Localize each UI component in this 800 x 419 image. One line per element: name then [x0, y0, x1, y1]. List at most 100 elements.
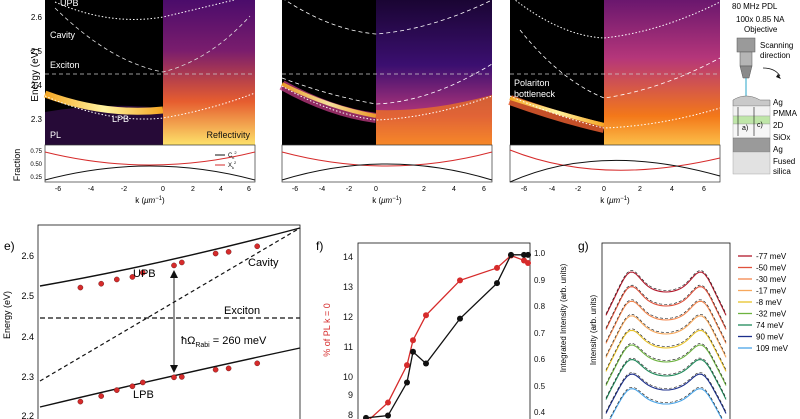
- intensity-point: [494, 280, 500, 287]
- y-tick: 2.6: [21, 251, 34, 261]
- data-point: [254, 243, 261, 250]
- scan-label-2: direction: [760, 51, 790, 60]
- y-tick: 2.6: [31, 13, 43, 22]
- layer-pmma: [732, 105, 771, 117]
- spectrum-curve: [605, 300, 727, 344]
- legend-label: -8 meV: [756, 298, 782, 307]
- bottleneck-label: Polariton: [514, 78, 550, 88]
- spectrum-fit: [605, 284, 727, 329]
- spectrum-curve: [605, 286, 727, 330]
- a-label: a): [742, 125, 748, 132]
- cavity-line: [284, 0, 493, 35]
- data-point: [171, 262, 177, 269]
- reflectivity-image: [163, 0, 255, 145]
- y-tick-right: 1.0: [534, 249, 546, 258]
- y-tick: 8: [348, 410, 353, 419]
- cavity-line: [519, 29, 721, 99]
- e-data-points: [77, 243, 261, 405]
- reflectivity-image: [604, 0, 720, 145]
- pl-fraction-point: [494, 264, 500, 271]
- top-panel-1: Energy (eV) 2.6 2.5 2.4 2.3 UPB Cavity E…: [12, 0, 256, 205]
- spectrum-fit: [605, 299, 727, 343]
- pl-fraction-line: [368, 254, 529, 419]
- lpb-emission: [43, 90, 164, 115]
- c-label: c): [757, 122, 763, 129]
- photon-fraction-curve: [44, 165, 256, 181]
- fraction-frame: [44, 144, 256, 183]
- intensity-line: [365, 254, 528, 419]
- fraction-axis-label: Fraction: [12, 149, 22, 182]
- y-tick-right: 0.4: [534, 408, 546, 417]
- upb-label: UPB: [133, 268, 156, 280]
- rabi-label: ħΩRabi = 260 meV: [181, 335, 267, 349]
- panel-e: e) Energy (eV) 2.6 2.5 2.4 2.3 2.2 UPB C…: [2, 224, 301, 419]
- x-tick: 2: [422, 186, 426, 193]
- y-tick: 11: [344, 342, 353, 352]
- k-axis-label: k (μm−1): [600, 196, 630, 205]
- layer-2d: [732, 115, 771, 125]
- y-tick: 14: [343, 252, 353, 262]
- spectrum-fit: [605, 328, 727, 371]
- y-tick-right: 0.8: [534, 302, 546, 311]
- energy-axis-label: Energy (eV): [30, 48, 41, 101]
- x-tick: -4: [88, 186, 94, 193]
- pl-image: [282, 0, 376, 145]
- data-point: [114, 387, 120, 393]
- y-tick: 2.5: [31, 47, 43, 56]
- x-tick: 6: [702, 186, 706, 193]
- lpb-curve: [39, 347, 301, 408]
- layer-label: SiOx: [773, 133, 790, 142]
- x-tick: -6: [521, 186, 527, 193]
- upb-curve: [39, 227, 301, 287]
- spectrum-curve: [605, 271, 727, 316]
- data-point: [129, 383, 136, 390]
- intensity-point: [457, 315, 463, 322]
- y-tick: 2.4: [21, 332, 34, 342]
- intensity-point: [385, 412, 391, 419]
- energy-axis-label: Energy (eV): [2, 291, 12, 339]
- panel-g: g) Intensity (arb. units) -77 meV -50 meV…: [578, 239, 789, 419]
- pl-fraction-point: [423, 312, 429, 319]
- data-point: [129, 274, 136, 280]
- x-tick: -6: [292, 186, 298, 193]
- left-axis-label: % of PL k = 0: [322, 303, 332, 356]
- x-tick: 4: [670, 186, 674, 193]
- y-tick-right: 0.6: [534, 355, 546, 364]
- spectrum-curve: [605, 359, 727, 400]
- panel-f: f) % of PL k = 0 Integrated Intensity (a…: [316, 239, 568, 419]
- k-axis-label: k (μm−1): [135, 196, 165, 205]
- layer-label: 2D: [773, 121, 783, 130]
- x-tick: 0: [161, 186, 165, 193]
- legend-label: -32 meV: [756, 310, 787, 319]
- bottleneck-label-2: bottleneck: [514, 89, 556, 99]
- legend-label: -77 meV: [756, 252, 787, 261]
- data-point: [178, 259, 185, 266]
- y-tick-right: 0.9: [534, 276, 546, 285]
- layer-label: PMMA: [773, 109, 798, 118]
- data-point: [98, 393, 104, 399]
- y-tick: 2.4: [31, 81, 43, 90]
- legend-label: 109 meV: [756, 344, 789, 353]
- y-tick-right: 0.5: [534, 382, 546, 391]
- panel-letter: e): [4, 239, 15, 253]
- spectrum-curve: [605, 329, 727, 372]
- right-axis-label: Integrated Intensity (arb. units): [559, 263, 568, 372]
- legend-x: Xk2: [228, 160, 237, 170]
- x-tick: -2: [346, 186, 352, 193]
- lpb-fit: [509, 95, 721, 129]
- plot-frame: [357, 242, 531, 419]
- layer-siox: [732, 123, 771, 139]
- lpb-emission: [281, 82, 377, 118]
- cavity-label: Cavity: [50, 30, 76, 40]
- spectrum-curve: [609, 388, 723, 419]
- lpb-label: LPB: [133, 389, 154, 401]
- layer-ag-top: [732, 95, 771, 107]
- x-tick: 2: [191, 186, 195, 193]
- intensity-axis-label: Intensity (arb. units): [589, 295, 598, 366]
- plot-frame: [37, 224, 301, 419]
- x-tick: -6: [55, 186, 61, 193]
- legend-c: Ck2: [228, 150, 237, 160]
- intensity-point: [410, 348, 416, 355]
- arrow-down-icon: [170, 365, 178, 373]
- data-point: [77, 398, 84, 405]
